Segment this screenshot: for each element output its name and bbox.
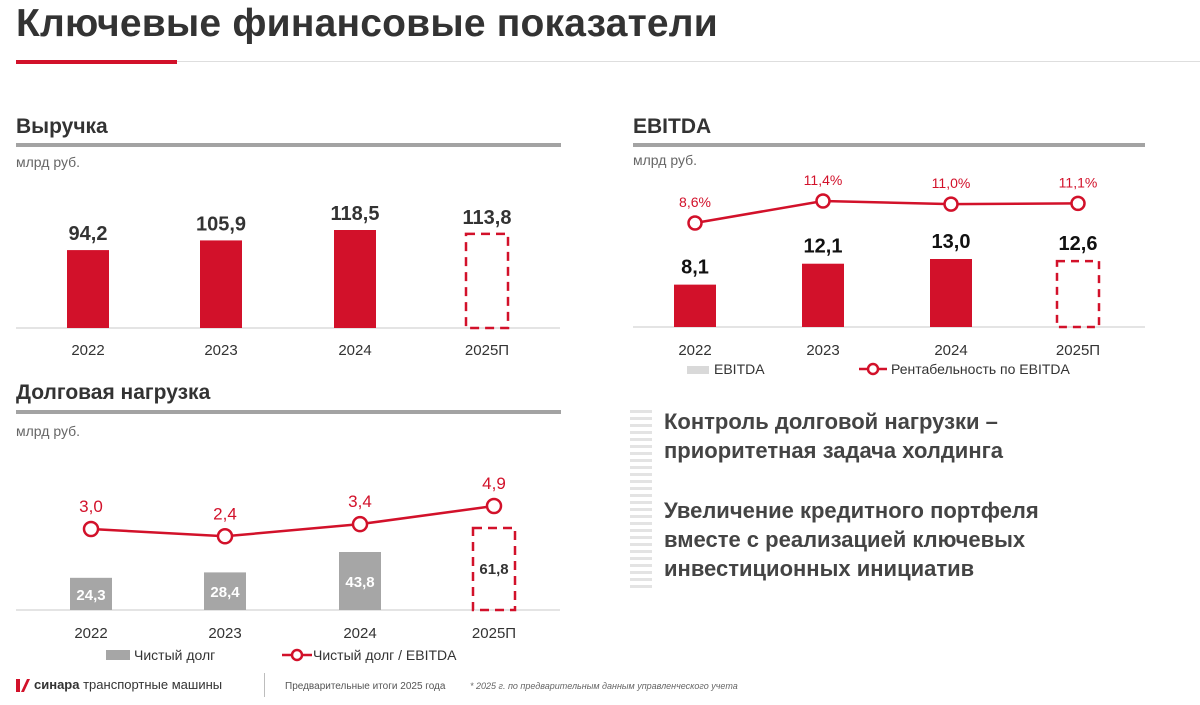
side-headline-line-1: Контроль долговой нагрузки – <box>664 409 998 434</box>
ebitda-legend-line-label: Рентабельность по EBITDA <box>891 361 1070 377</box>
ebitda-bar <box>674 284 716 327</box>
footer-brand-bold: синара <box>34 677 80 692</box>
debt-value-label: 28,4 <box>210 584 240 601</box>
footer-brand: синара транспортные машины <box>34 677 222 692</box>
debt-bar <box>471 526 517 612</box>
debt-ratio-label: 4,9 <box>482 474 506 493</box>
side-body-line-1: Увеличение кредитного портфеля <box>664 498 1039 523</box>
debt-tick-label: 2023 <box>208 625 241 642</box>
ebitda-margin-point <box>943 196 959 212</box>
debt-unit-label: млрд руб. <box>16 423 81 439</box>
ebitda-margin-point <box>815 193 831 209</box>
revenue-tick-label: 2025П <box>465 342 509 359</box>
debt-ratio-point <box>485 497 503 515</box>
side-body: Увеличение кредитного портфеля вместе с … <box>664 496 1039 583</box>
debt-legend-bar-label: Чистый долг <box>134 647 216 663</box>
debt-legend-bar-swatch <box>106 650 130 660</box>
revenue-tick-label: 2023 <box>204 342 237 359</box>
revenue-value-label: 118,5 <box>331 203 380 225</box>
revenue-section-title: Выручка <box>16 115 108 138</box>
title-accent-rule <box>16 60 177 64</box>
ebitda-margin-label: 11,4% <box>804 172 843 188</box>
ebitda-value-label: 8,1 <box>681 257 709 279</box>
debt-bar <box>339 552 381 610</box>
footer-note: Предварительные итоги 2025 года <box>285 681 446 692</box>
side-body-line-3: инвестиционных инициатив <box>664 556 975 581</box>
revenue-value-label: 94,2 <box>69 223 108 245</box>
ebitda-unit-label: млрд руб. <box>633 152 698 168</box>
debt-value-label: 61,8 <box>479 561 508 578</box>
ebitda-margin-label: 11,1% <box>1059 174 1098 190</box>
ebitda-value-label: 12,1 <box>804 236 843 258</box>
footer-divider <box>264 673 265 697</box>
debt-ratio-point <box>351 515 369 533</box>
revenue-bar <box>464 232 510 330</box>
side-headline-line-2: приоритетная задача холдинга <box>664 438 1004 463</box>
debt-tick-label: 2025П <box>472 625 516 642</box>
ebitda-bar <box>930 259 972 327</box>
ebitda-margin-line <box>694 199 1079 225</box>
ebitda-tick-label: 2025П <box>1056 342 1100 359</box>
debt-ratio-point <box>82 520 100 538</box>
revenue-tick-label: 2022 <box>71 342 104 359</box>
ebitda-section-title: EBITDA <box>633 115 712 138</box>
ebitda-tick-label: 2024 <box>934 342 967 359</box>
debt-ratio-label: 3,0 <box>79 497 103 516</box>
ebitda-tick-label: 2023 <box>806 342 839 359</box>
side-headline: Контроль долговой нагрузки – приоритетна… <box>664 407 1003 465</box>
ebitda-tick-label: 2022 <box>678 342 711 359</box>
revenue-unit-label: млрд руб. <box>16 154 81 170</box>
debt-legend-line-label: Чистый долг / EBITDA <box>313 647 457 663</box>
brand-logo-icon <box>16 679 30 692</box>
page-title: Ключевые финансовые показатели <box>16 2 718 45</box>
debt-value-label: 43,8 <box>345 574 374 591</box>
revenue-tick-label: 2024 <box>338 342 371 359</box>
debt-ratio-label: 3,4 <box>348 492 372 511</box>
debt-tick-label: 2024 <box>343 625 376 642</box>
decorative-stripes <box>630 410 652 588</box>
ebitda-legend-bar-label: EBITDA <box>714 361 765 377</box>
footer-brand-rest: транспортные машины <box>79 677 223 692</box>
ebitda-margin-label: 8,6% <box>679 194 711 210</box>
ebitda-legend-line-swatch <box>859 362 887 376</box>
revenue-bar <box>67 250 109 328</box>
debt-value-label: 24,3 <box>76 587 105 604</box>
debt-ratio-label: 2,4 <box>213 504 237 523</box>
ebitda-bar <box>802 263 844 327</box>
revenue-bar <box>334 230 376 328</box>
footer-footnote: * 2025 г. по предварительным данным упра… <box>470 681 738 691</box>
ebitda-margin-point <box>687 215 703 231</box>
revenue-value-label: 113,8 <box>463 207 512 229</box>
debt-section-rule <box>16 410 561 414</box>
debt-section-title: Долговая нагрузка <box>16 381 211 404</box>
title-divider <box>177 61 1200 62</box>
ebitda-margin-point <box>1070 195 1086 212</box>
revenue-value-label: 105,9 <box>196 213 246 235</box>
debt-ratio-point <box>216 528 234 545</box>
revenue-bar <box>200 240 242 328</box>
debt-ratio-line <box>90 504 495 538</box>
debt-tick-label: 2022 <box>74 625 107 642</box>
side-body-line-2: вместе с реализацией ключевых <box>664 527 1026 552</box>
debt-legend-line-swatch <box>282 648 312 662</box>
ebitda-value-label: 12,6 <box>1059 233 1098 255</box>
ebitda-value-label: 13,0 <box>932 231 971 253</box>
ebitda-bar <box>1055 259 1101 329</box>
debt-bar <box>204 572 246 610</box>
ebitda-legend-bar-swatch <box>687 366 709 374</box>
debt-bar <box>70 577 112 610</box>
revenue-section-rule <box>16 143 561 147</box>
ebitda-margin-label: 11,0% <box>932 175 971 191</box>
ebitda-section-rule <box>633 143 1145 147</box>
